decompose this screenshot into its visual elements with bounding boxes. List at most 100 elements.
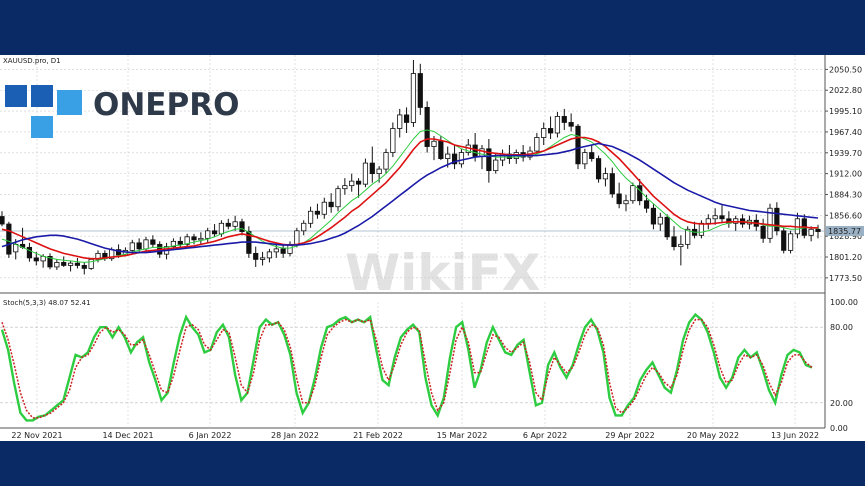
candle-body: [575, 125, 581, 165]
chart-panel: WikiFX 22 Nov 2021 14 Dec 2021 6 Jan 2022 2…: [0, 55, 865, 441]
y-tick-label: 1995.10: [829, 107, 862, 116]
candle-body: [218, 222, 225, 235]
candle-body: [33, 257, 39, 262]
candle-body: [602, 173, 609, 180]
candle-body: [211, 230, 218, 235]
candle-body: [458, 152, 465, 165]
candle-body: [403, 114, 410, 123]
y-tick-label: 1773.50: [829, 274, 862, 283]
y-tick-label: 1828.90: [829, 232, 862, 241]
x-tick-label: 14 Dec 2021: [102, 431, 153, 440]
candle-body: [417, 73, 423, 108]
candle-body: [815, 228, 821, 232]
candle-body: [616, 193, 622, 205]
candle-body: [664, 216, 670, 238]
candle-body: [643, 200, 650, 209]
main-chart-title: XAUUSD.pro, D1: [3, 57, 61, 65]
candle-body: [205, 230, 211, 239]
candle-body: [787, 233, 794, 251]
candle-body: [307, 210, 314, 224]
candle-body: [774, 207, 780, 232]
moving-average-line: [1, 142, 819, 254]
candle-body: [705, 218, 711, 224]
candle-body: [136, 242, 142, 250]
candle-body: [273, 248, 279, 253]
candle-body: [369, 162, 375, 175]
x-tick-label: 22 Nov 2021: [11, 431, 62, 440]
candle-body: [609, 173, 615, 195]
candle-body: [294, 230, 300, 245]
candle-body: [328, 201, 334, 208]
candle-body: [129, 242, 135, 251]
y-tick-label: 2050.50: [829, 65, 862, 74]
stoch-y-tick-label: 80.00: [830, 323, 853, 332]
plot-background: [0, 55, 826, 429]
x-tick-label: 6 Apr 2022: [523, 431, 567, 440]
y-tick-label: 1856.60: [829, 211, 862, 220]
y-tick-label: 1801.20: [829, 253, 862, 262]
candle-body: [177, 240, 183, 245]
candle-body: [493, 159, 499, 172]
candle-body: [719, 215, 725, 220]
candle-body: [451, 153, 458, 165]
candle-body: [198, 237, 204, 241]
candle-body: [657, 216, 663, 225]
candle-body: [6, 223, 12, 255]
candle-body: [486, 148, 492, 172]
x-tick-label: 6 Jan 2022: [189, 431, 232, 440]
current-price-label: 1835.77: [828, 227, 861, 236]
logo-square-icon: [5, 85, 27, 107]
candle-body: [74, 262, 81, 266]
candle-body: [630, 185, 636, 202]
candle-body: [698, 222, 705, 236]
candle-body: [589, 152, 595, 159]
candle-body: [595, 158, 602, 180]
candle-body: [554, 116, 561, 134]
candle-body: [88, 259, 94, 269]
candle-body: [685, 228, 691, 245]
candle-body: [259, 257, 266, 260]
candle-body: [547, 128, 554, 134]
brand-name: ONEPRO: [93, 87, 239, 123]
stoch-y-tick-label: 100.00: [830, 298, 858, 307]
candle-body: [637, 185, 643, 202]
candle-body: [781, 230, 787, 251]
candle-body: [376, 168, 382, 175]
x-tick-label: 29 Apr 2022: [605, 431, 654, 440]
y-tick-label: 1967.40: [829, 128, 862, 137]
candle-body: [671, 236, 677, 248]
y-tick-label: 2022.80: [829, 86, 862, 95]
y-tick-label: 1912.00: [829, 170, 862, 179]
logo-square-icon: [31, 85, 53, 107]
current-price-tag: [826, 225, 864, 236]
candle-body: [143, 239, 149, 250]
candle-body: [266, 251, 273, 259]
candle-body: [342, 185, 348, 190]
moving-averages: [1, 129, 819, 263]
x-tick-label: 20 May 2022: [687, 431, 739, 440]
candle-body: [54, 262, 60, 268]
candle-body: [314, 210, 321, 215]
candle-body: [712, 215, 718, 220]
candle-body: [541, 128, 547, 138]
candle-body: [349, 180, 355, 187]
candle-body: [431, 140, 437, 147]
candle-body: [534, 137, 540, 152]
candlesticks: [0, 60, 821, 275]
candle-body: [678, 243, 684, 248]
candle-body: [26, 246, 33, 259]
candle-body: [390, 128, 396, 153]
candle-body: [561, 116, 567, 123]
candle-body: [170, 240, 177, 248]
candle-body: [445, 153, 451, 159]
candle-body: [232, 221, 238, 227]
candle-body: [424, 107, 430, 147]
candle-body: [397, 114, 403, 129]
candle-body: [438, 140, 444, 159]
candle-body: [301, 222, 307, 232]
candle-body: [67, 262, 74, 266]
chart-canvas: WikiFX 22 Nov 2021 14 Dec 2021 6 Jan 2022 2…: [0, 55, 864, 440]
candle-body: [253, 252, 259, 260]
candle-body: [582, 152, 588, 165]
candle-body: [472, 144, 478, 157]
